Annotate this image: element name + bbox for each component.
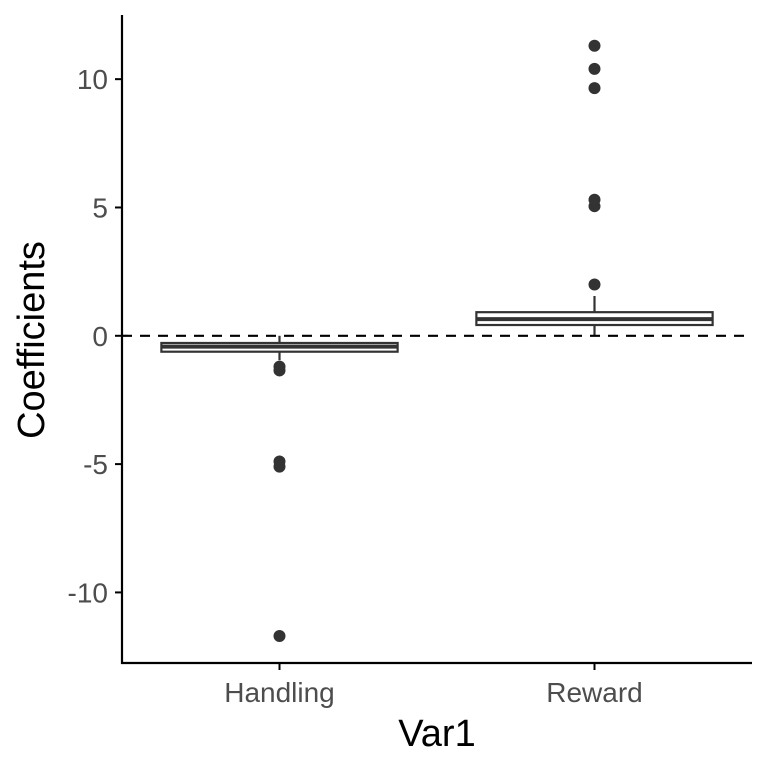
outlier-point — [588, 39, 601, 52]
box-reward — [475, 39, 714, 336]
y-axis-ticks: -10 -5 0 5 10 — [68, 64, 122, 608]
x-axis-title: Var1 — [398, 713, 475, 755]
outlier-point — [273, 364, 286, 377]
outlier-point — [273, 630, 286, 643]
x-tick-label: Reward — [546, 677, 642, 708]
x-axis-ticks: Handling Reward — [224, 663, 643, 708]
outlier-point — [588, 278, 601, 291]
outlier-point — [588, 82, 601, 95]
y-tick-label: 10 — [77, 64, 108, 95]
plot-area — [122, 39, 752, 643]
y-tick-label: 5 — [92, 192, 108, 223]
outlier-point — [588, 62, 601, 75]
outlier-point — [273, 460, 286, 473]
y-tick-label: -5 — [83, 449, 108, 480]
box-handling — [160, 335, 399, 643]
y-axis-title: Coefficients — [11, 241, 53, 439]
y-tick-label: 0 — [92, 321, 108, 352]
x-tick-label: Handling — [224, 677, 335, 708]
outlier-point — [588, 193, 601, 206]
y-tick-label: -10 — [68, 577, 108, 608]
